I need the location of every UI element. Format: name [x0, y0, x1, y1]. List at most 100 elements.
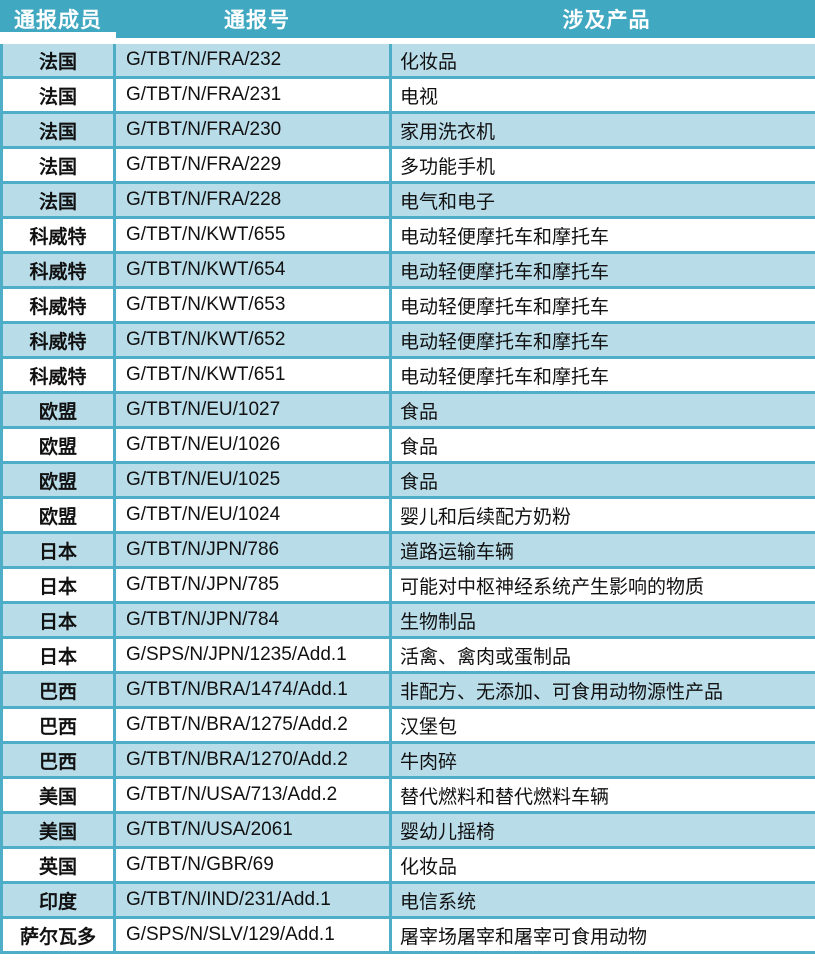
cell-notification-no: G/TBT/N/FRA/230 [116, 114, 392, 146]
cell-product: 可能对中枢神经系统产生影响的物质 [400, 576, 705, 598]
cell-notification-no: G/TBT/N/GBR/69 [116, 849, 392, 881]
table-row: 法国 G/TBT/N/FRA/228 电气和电子 [0, 184, 815, 219]
cell-product: 电信系统 [400, 891, 477, 913]
table-body: 法国 G/TBT/N/FRA/232 化妆品 法国 G/TBT/N/FRA/231 电视法… [0, 44, 815, 954]
cell-member: 科威特 [3, 289, 116, 321]
table-row: 欧盟 G/TBT/N/EU/1027 食品 [0, 394, 815, 429]
cell-member: 科威特 [3, 359, 116, 391]
cell-product: 电动轻便摩托车和摩托车 [400, 366, 610, 388]
cell-product: 电动轻便摩托车和摩托车 [400, 331, 610, 353]
cell-member: 欧盟 [3, 394, 116, 426]
cell-notification-no: G/TBT/N/BRA/1275/Add.2 [116, 709, 392, 741]
table-row: 日本 G/TBT/N/JPN/786 道路运输车辆 [0, 534, 815, 569]
cell-product: 电视 [400, 86, 439, 108]
cell-product: 食品 [400, 471, 439, 493]
cell-product: 电动轻便摩托车和摩托车 [400, 296, 610, 318]
table-row: 美国 G/TBT/N/USA/713/Add.2 替代燃料和替代燃料车辆 [0, 779, 815, 814]
header-first-column-underline [0, 32, 116, 38]
table-row: 萨尔瓦多 G/SPS/N/SLV/129/Add.1 屠宰场屠宰和屠宰可食用动物 [0, 919, 815, 954]
header-member: 通报成员 [14, 9, 102, 32]
header-product: 涉及产品 [562, 9, 651, 32]
table-row: 日本 G/TBT/N/JPN/785 可能对中枢神经系统产生影响的物质 [0, 569, 815, 604]
cell-notification-no: G/TBT/N/EU/1024 [116, 499, 392, 531]
cell-notification-no: G/TBT/N/KWT/655 [116, 219, 392, 251]
cell-member: 巴西 [3, 709, 116, 741]
table-row: 欧盟 G/TBT/N/EU/1025 食品 [0, 464, 815, 499]
cell-notification-no: G/TBT/N/EU/1025 [116, 464, 392, 496]
table-row: 巴西 G/TBT/N/BRA/1275/Add.2 汉堡包 [0, 709, 815, 744]
cell-product: 电动轻便摩托车和摩托车 [400, 226, 610, 248]
cell-member: 萨尔瓦多 [3, 919, 116, 951]
table-row: 欧盟 G/TBT/N/EU/1024 婴儿和后续配方奶粉 [0, 499, 815, 534]
cell-member: 美国 [3, 814, 116, 846]
cell-notification-no: G/TBT/N/FRA/231 [116, 79, 392, 111]
cell-member: 科威特 [3, 219, 116, 251]
cell-member: 欧盟 [3, 499, 116, 531]
cell-product: 婴儿和后续配方奶粉 [400, 506, 572, 528]
cell-member: 欧盟 [3, 464, 116, 496]
cell-member: 日本 [3, 534, 116, 566]
table-row: 科威特 G/TBT/N/KWT/651 电动轻便摩托车和摩托车 [0, 359, 815, 394]
table-row: 科威特 G/TBT/N/KWT/654 电动轻便摩托车和摩托车 [0, 254, 815, 289]
cell-product: 活禽、禽肉或蛋制品 [400, 646, 572, 668]
cell-product: 替代燃料和替代燃料车辆 [400, 786, 610, 808]
table-row: 法国 G/TBT/N/FRA/231 电视 [0, 79, 815, 114]
cell-member: 日本 [3, 569, 116, 601]
cell-member: 科威特 [3, 324, 116, 356]
cell-notification-no: G/TBT/N/JPN/786 [116, 534, 392, 566]
cell-product: 生物制品 [400, 611, 477, 633]
cell-product: 电气和电子 [400, 191, 496, 213]
cell-member: 法国 [3, 44, 116, 76]
cell-member: 巴西 [3, 744, 116, 776]
cell-member: 日本 [3, 639, 116, 671]
cell-notification-no: G/TBT/N/KWT/652 [116, 324, 392, 356]
cell-notification-no: G/TBT/N/KWT/654 [116, 254, 392, 286]
cell-notification-no: G/TBT/N/JPN/784 [116, 604, 392, 636]
table-row: 法国 G/TBT/N/FRA/230 家用洗衣机 [0, 114, 815, 149]
cell-product: 屠宰场屠宰和屠宰可食用动物 [400, 926, 648, 948]
cell-notification-no: G/SPS/N/JPN/1235/Add.1 [116, 639, 392, 671]
cell-notification-no: G/TBT/N/IND/231/Add.1 [116, 884, 392, 916]
table-row: 日本 G/TBT/N/JPN/784 生物制品 [0, 604, 815, 639]
cell-product: 婴幼儿摇椅 [400, 821, 496, 843]
table-row: 法国 G/TBT/N/FRA/229 多功能手机 [0, 149, 815, 184]
table-row: 美国 G/TBT/N/USA/2061 婴幼儿摇椅 [0, 814, 815, 849]
cell-member: 日本 [3, 604, 116, 636]
table-row: 英国 G/TBT/N/GBR/69 化妆品 [0, 849, 815, 884]
cell-notification-no: G/TBT/N/FRA/229 [116, 149, 392, 181]
cell-notification-no: G/SPS/N/SLV/129/Add.1 [116, 919, 392, 951]
cell-product: 化妆品 [400, 51, 458, 73]
table-row: 科威特 G/TBT/N/KWT/652 电动轻便摩托车和摩托车 [0, 324, 815, 359]
cell-member: 英国 [3, 849, 116, 881]
cell-notification-no: G/TBT/N/JPN/785 [116, 569, 392, 601]
cell-notification-no: G/TBT/N/FRA/232 [116, 44, 392, 76]
table-header-row: 通报成员 通报号 涉及产品 [0, 0, 815, 38]
cell-notification-no: G/TBT/N/USA/713/Add.2 [116, 779, 392, 811]
cell-member: 法国 [3, 149, 116, 181]
table-row: 科威特 G/TBT/N/KWT/655 电动轻便摩托车和摩托车 [0, 219, 815, 254]
cell-product: 牛肉碎 [400, 751, 458, 773]
cell-product: 家用洗衣机 [400, 121, 496, 143]
table-row: 欧盟 G/TBT/N/EU/1026 食品 [0, 429, 815, 464]
table-row: 法国 G/TBT/N/FRA/232 化妆品 [0, 44, 815, 79]
cell-member: 欧盟 [3, 429, 116, 461]
cell-product: 食品 [400, 401, 439, 423]
header-separator [0, 38, 815, 44]
cell-member: 印度 [3, 884, 116, 916]
table-row: 巴西 G/TBT/N/BRA/1474/Add.1 非配方、无添加、可食用动物源性产… [0, 674, 815, 709]
table-row: 科威特 G/TBT/N/KWT/653 电动轻便摩托车和摩托车 [0, 289, 815, 324]
cell-product: 非配方、无添加、可食用动物源性产品 [400, 681, 724, 703]
cell-product: 道路运输车辆 [400, 541, 515, 563]
cell-notification-no: G/TBT/N/USA/2061 [116, 814, 392, 846]
table-row: 日本 G/SPS/N/JPN/1235/Add.1 活禽、禽肉或蛋制品 [0, 639, 815, 674]
cell-notification-no: G/TBT/N/BRA/1270/Add.2 [116, 744, 392, 776]
cell-member: 法国 [3, 114, 116, 146]
header-notification-no: 通报号 [224, 9, 290, 32]
table-row: 印度 G/TBT/N/IND/231/Add.1 电信系统 [0, 884, 815, 919]
cell-notification-no: G/TBT/N/KWT/653 [116, 289, 392, 321]
cell-member: 美国 [3, 779, 116, 811]
cell-product: 多功能手机 [400, 156, 496, 178]
cell-member: 巴西 [3, 674, 116, 706]
cell-product: 食品 [400, 436, 439, 458]
